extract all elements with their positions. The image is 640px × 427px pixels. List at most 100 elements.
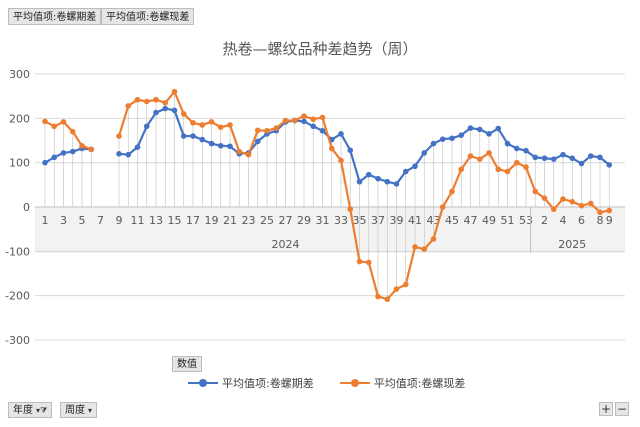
y-tick-label: 200 — [9, 112, 30, 125]
data-point — [217, 124, 224, 130]
x-tick-label: 17 — [186, 214, 200, 227]
data-point — [550, 206, 557, 213]
data-point — [116, 133, 122, 139]
data-point — [143, 98, 150, 105]
data-point — [467, 153, 474, 159]
x-tick-label: 29 — [297, 214, 311, 227]
x-tick-label: 9 — [606, 214, 613, 227]
data-point — [88, 146, 95, 153]
legend-label-series2: 平均值项:卷螺现差 — [373, 377, 466, 390]
data-point — [412, 244, 418, 250]
data-point — [190, 133, 196, 139]
legend-item-series2: 平均值项:卷螺现差 — [339, 375, 466, 391]
x-tick-label: 13 — [149, 214, 163, 227]
data-point — [171, 107, 178, 114]
data-point — [116, 151, 122, 157]
data-point — [42, 118, 48, 125]
data-point — [541, 195, 548, 201]
x-tick-label: 9 — [116, 214, 123, 227]
data-point — [190, 119, 196, 126]
data-point — [227, 143, 233, 150]
data-point — [375, 175, 381, 182]
chart-title: 热卷—螺纹品种差趋势（周） — [222, 40, 417, 58]
data-point — [199, 122, 206, 128]
data-point — [449, 135, 455, 142]
data-point — [467, 125, 474, 131]
data-point — [569, 198, 576, 205]
data-point — [153, 109, 159, 116]
data-point — [264, 127, 270, 134]
row-field-button-year[interactable]: 年度 ▾⧩ — [8, 402, 53, 418]
expand-button[interactable]: + — [599, 402, 613, 416]
dropdown-icon: ▾ — [88, 406, 93, 415]
data-point — [476, 156, 483, 162]
y-tick-label: 300 — [9, 68, 30, 81]
series-layer — [42, 88, 613, 303]
data-point — [301, 113, 307, 119]
collapse-button[interactable]: − — [615, 402, 629, 416]
row-field-button-week[interactable]: 周度 ▾ — [60, 402, 98, 418]
x-tick-label: 6 — [578, 214, 585, 227]
data-point — [439, 204, 446, 210]
data-point — [587, 153, 594, 159]
data-point — [384, 178, 391, 185]
data-point — [597, 154, 603, 161]
data-point — [402, 281, 409, 288]
data-point — [504, 168, 511, 175]
data-point — [328, 145, 335, 152]
data-point — [597, 209, 603, 216]
x-tick-label: 31 — [316, 214, 330, 227]
data-point — [310, 123, 317, 130]
values-field-button[interactable]: 数值 — [172, 356, 202, 372]
drop-lines — [44, 91, 610, 300]
data-point — [578, 202, 585, 209]
data-point — [541, 155, 548, 162]
data-point — [393, 286, 400, 292]
y-tick-label: -300 — [5, 334, 30, 347]
data-point — [412, 163, 418, 170]
y-tick-label: 0 — [23, 201, 30, 214]
x-tick-label: 37 — [371, 214, 385, 227]
axis-header-band — [35, 207, 625, 253]
data-point — [421, 246, 428, 252]
x-tick-label: 5 — [79, 214, 86, 227]
data-point — [301, 118, 307, 125]
data-point — [245, 151, 252, 158]
legend-item-series1: 平均值项:卷螺期差 — [188, 375, 314, 391]
data-point — [504, 140, 511, 147]
data-point — [134, 96, 141, 103]
data-point — [449, 188, 455, 195]
y-tick-label: -200 — [5, 290, 30, 303]
value-axis: -300 -200 -100 0 100 200 300 — [5, 68, 30, 347]
data-point — [208, 140, 215, 147]
data-point — [606, 162, 613, 168]
data-point — [208, 119, 215, 125]
filter-field-button-2[interactable]: 平均值项:卷螺现差 — [101, 8, 195, 25]
filter-field-button-1[interactable]: 平均值项:卷螺期差 — [8, 8, 102, 25]
x-tick-label: 4 — [560, 214, 567, 227]
data-point — [486, 150, 492, 156]
x-tick-label: 27 — [279, 214, 293, 227]
data-point — [69, 128, 76, 135]
data-point — [578, 160, 585, 167]
data-point — [273, 125, 280, 131]
data-point — [513, 159, 520, 166]
data-point — [430, 236, 437, 242]
data-point — [236, 148, 243, 155]
x-tick-label: 35 — [353, 214, 367, 227]
x-tick-label: 41 — [408, 214, 422, 227]
data-point — [356, 178, 363, 185]
data-point — [69, 148, 76, 155]
data-point — [180, 133, 187, 139]
x-tick-label: 47 — [464, 214, 478, 227]
data-point — [430, 140, 437, 147]
data-point — [42, 159, 48, 166]
legend-marker-series2 — [339, 377, 370, 389]
x-tick-label: 2 — [541, 214, 548, 227]
filter-dropdown-icon: ▾⧩ — [36, 406, 48, 415]
data-point — [282, 117, 289, 124]
data-point — [375, 293, 381, 300]
x-tick-label: 7 — [97, 214, 104, 227]
data-point — [513, 145, 520, 152]
data-point — [171, 88, 178, 95]
